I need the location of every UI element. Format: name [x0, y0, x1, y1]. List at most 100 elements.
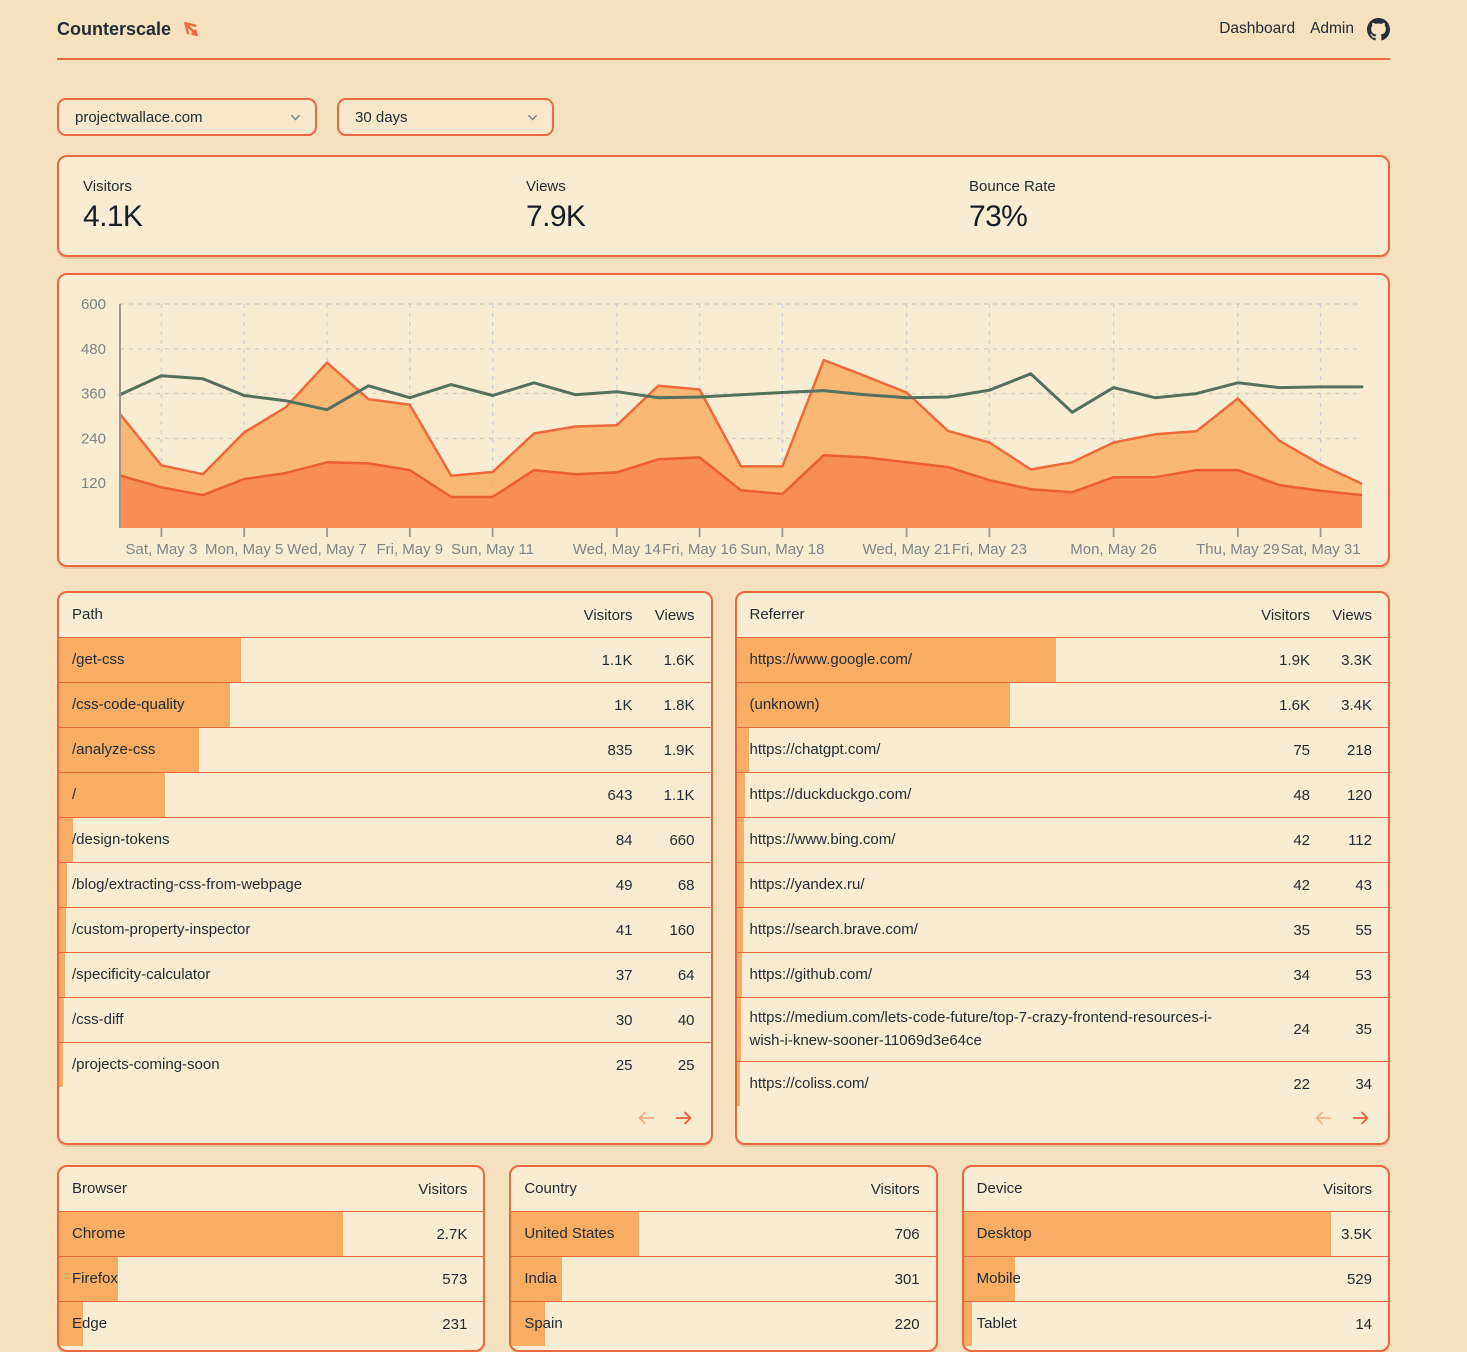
- app-title: Counterscale: [57, 18, 172, 39]
- row-bar: [736, 638, 1056, 682]
- chevron-down-icon: [526, 111, 539, 124]
- device-table-card: Device Visitors Desktop 3.5K Mobile 529 Tablet…: [961, 1165, 1390, 1352]
- table-row: /design-tokens 84 660: [59, 817, 711, 862]
- row-bar: [736, 998, 742, 1061]
- row-value: 1.1K: [663, 786, 695, 804]
- column-header: Visitors: [583, 606, 633, 624]
- next-page-button[interactable]: [673, 1107, 695, 1129]
- table-header-row: Country Visitors: [511, 1167, 935, 1211]
- row-label: United States: [524, 1224, 615, 1242]
- row-value: 112: [1348, 831, 1372, 849]
- row-label: Tablet: [976, 1314, 1017, 1332]
- nav-dashboard-link[interactable]: Dashboard: [1219, 20, 1296, 37]
- row-label: https://github.com/: [749, 965, 873, 983]
- row-label: Edge: [72, 1314, 108, 1332]
- row-value: 3.5K: [1341, 1225, 1372, 1243]
- row-value: 40: [677, 1011, 695, 1029]
- next-page-button[interactable]: [1350, 1107, 1372, 1129]
- table-row: /specificity-calculator 37 64: [59, 952, 711, 997]
- app-header: Counterscale Dashboard Admin: [57, 0, 1390, 60]
- row-value: 1.8K: [663, 696, 695, 714]
- table-title: Browser: [72, 1179, 128, 1197]
- row-label: (unknown): [749, 695, 820, 713]
- site-select-value: projectwallace.com: [75, 108, 203, 126]
- top-tables-row: Path Visitors Views/get-css 1.1K 1.6K/css-co…: [57, 591, 1390, 1145]
- row-bar: [59, 1257, 119, 1301]
- row-label: India: [524, 1269, 557, 1287]
- github-icon[interactable]: [1367, 17, 1390, 41]
- table-row: https://coliss.com/22 34: [736, 1061, 1388, 1106]
- row-value: 64: [677, 966, 695, 984]
- svg-text:600: 600: [81, 296, 106, 313]
- stat-bounce-rate: Bounce Rate 73%: [945, 178, 1388, 234]
- row-value: 34: [1355, 1075, 1372, 1093]
- row-value: 75: [1293, 741, 1310, 759]
- date-range-select[interactable]: 30 days: [337, 98, 554, 136]
- column-header: Visitors: [870, 1180, 920, 1198]
- filters-row: projectwallace.com 30 days: [57, 98, 1390, 136]
- traffic-chart-card: 120 240 360 480 600 Sat, May 3 Mon, May 5 Wed, …: [57, 273, 1390, 567]
- row-label: Firefox: [72, 1269, 118, 1287]
- table-row: /projects-coming-soon 25 25: [59, 1042, 711, 1087]
- row-bar: [59, 818, 73, 862]
- country-table-card: Country Visitors United States 706 India 301 S…: [509, 1165, 938, 1352]
- site-select[interactable]: projectwallace.com: [57, 98, 317, 136]
- row-value: 43: [1355, 876, 1372, 894]
- row-label: https://yandex.ru/: [749, 875, 865, 893]
- row-value: 35: [1293, 921, 1310, 939]
- row-label: https://www.google.com/: [749, 650, 913, 668]
- svg-text:240: 240: [81, 430, 106, 447]
- column-header: Views: [654, 606, 695, 624]
- table-row: https://search.brave.com/35 55: [736, 907, 1388, 952]
- row-value: 14: [1355, 1315, 1372, 1333]
- table-row: https://www.google.com/1.9K 3.3K: [736, 637, 1388, 682]
- row-bar: [59, 998, 65, 1042]
- row-label: /custom-property-inspector: [72, 920, 251, 938]
- row-label: https://duckduckgo.com/: [749, 785, 912, 803]
- row-value: 34: [1293, 966, 1310, 984]
- row-bar: [59, 728, 200, 772]
- row-bar: [736, 818, 744, 862]
- stat-label: Views: [526, 178, 566, 195]
- table-row: https://duckduckgo.com/48 120: [736, 772, 1388, 817]
- table-header-row: Browser Visitors: [59, 1167, 483, 1211]
- svg-text:120: 120: [81, 475, 106, 492]
- stat-views: Views 7.9K: [502, 178, 945, 234]
- row-value: 84: [615, 831, 633, 849]
- row-value: 49: [615, 876, 633, 894]
- row-value: 573: [442, 1270, 468, 1288]
- row-value: 220: [894, 1315, 920, 1333]
- row-label: /blog/extracting-css-from-webpage: [72, 875, 303, 893]
- row-bar: [59, 863, 67, 907]
- svg-text:Fri, May 23: Fri, May 23: [952, 541, 1027, 558]
- row-value: 1.9K: [663, 741, 695, 759]
- row-value: 30: [615, 1011, 633, 1029]
- row-value: 1.6K: [1279, 696, 1310, 714]
- row-value: 1.9K: [1279, 651, 1310, 669]
- row-value: 835: [607, 741, 633, 759]
- column-header: Visitors: [1323, 1180, 1372, 1198]
- row-value: 120: [1346, 786, 1372, 804]
- row-label: https://search.brave.com/: [749, 920, 918, 938]
- table-title: Country: [524, 1179, 577, 1197]
- row-label: /: [72, 785, 77, 803]
- stat-visitors: Visitors 4.1K: [59, 178, 502, 234]
- prev-page-button[interactable]: [1312, 1107, 1334, 1129]
- row-value: 37: [615, 966, 633, 984]
- browser-table-card: Browser Visitors Chrome 2.7K Firefox 573 Edge 2…: [57, 1165, 486, 1352]
- row-value: 42: [1293, 876, 1310, 894]
- prev-page-button[interactable]: [635, 1107, 657, 1129]
- row-bar: [511, 1257, 563, 1301]
- row-value: 301: [894, 1270, 920, 1288]
- row-value: 35: [1355, 1021, 1372, 1038]
- stat-label: Visitors: [83, 178, 132, 195]
- svg-text:360: 360: [81, 386, 106, 403]
- table-row: (unknown) 1.6K 3.4K: [736, 682, 1388, 727]
- row-value: 1.1K: [601, 651, 633, 669]
- row-bar: [59, 953, 65, 997]
- nav-admin-link[interactable]: Admin: [1310, 20, 1354, 37]
- table-row: / 643 1.1K: [59, 772, 711, 817]
- svg-text:Fri, May 9: Fri, May 9: [376, 541, 443, 558]
- table-pagination: [59, 1107, 711, 1143]
